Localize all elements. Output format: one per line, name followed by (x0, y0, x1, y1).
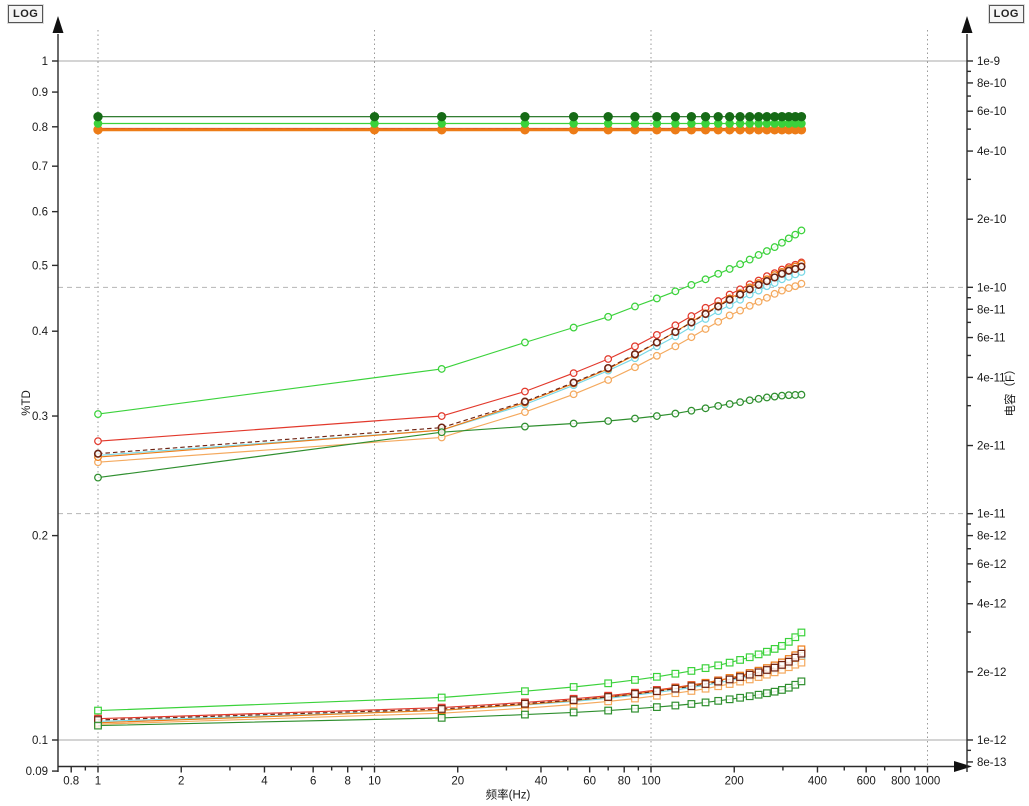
svg-text:2e-11: 2e-11 (977, 441, 1006, 453)
y-axis-right: 1e-9 8e-10 6e-10 4e-10 2e-10 1e-10 8e-11 6e-11 4… (961, 16, 1017, 772)
svg-text:40: 40 (535, 776, 548, 788)
svg-text:2e-12: 2e-12 (977, 667, 1006, 679)
svg-text:0.9: 0.9 (32, 87, 48, 99)
svg-text:1e-9: 1e-9 (977, 56, 1000, 68)
svg-text:1e-11: 1e-11 (977, 509, 1006, 521)
svg-text:200: 200 (725, 776, 744, 788)
gridlines (58, 30, 967, 767)
svg-text:100: 100 (641, 776, 660, 788)
svg-text:4e-11: 4e-11 (977, 372, 1006, 384)
svg-text:0.7: 0.7 (32, 161, 48, 173)
svg-text:8e-10: 8e-10 (977, 78, 1006, 90)
x-axis: 0.8 1 2 4 6 8 10 20 40 60 80 100 200 400 600 800 1000 频率(… (58, 761, 972, 802)
series-middle-circles-cyan (94, 268, 806, 460)
svg-text:6e-10: 6e-10 (977, 106, 1006, 118)
series-middle-circles-orange (94, 259, 806, 462)
svg-text:10: 10 (368, 776, 381, 788)
svg-text:8e-11: 8e-11 (977, 304, 1006, 316)
svg-text:6e-11: 6e-11 (977, 333, 1006, 345)
svg-text:6e-12: 6e-12 (977, 559, 1006, 571)
svg-text:1000: 1000 (915, 776, 941, 788)
svg-text:0.4: 0.4 (32, 326, 49, 338)
series-top-flat-dots-light-green (93, 119, 806, 128)
svg-text:2e-10: 2e-10 (977, 214, 1006, 226)
svg-text:电容（F）: 电容（F） (1003, 363, 1017, 416)
svg-text:0.8: 0.8 (32, 122, 48, 134)
svg-text:0.8: 0.8 (63, 776, 79, 788)
svg-text:20: 20 (451, 776, 464, 788)
svg-text:4e-12: 4e-12 (977, 599, 1006, 611)
svg-text:%TD: %TD (21, 390, 33, 416)
svg-text:8e-13: 8e-13 (977, 757, 1006, 769)
svg-text:80: 80 (618, 776, 631, 788)
svg-text:800: 800 (891, 776, 910, 788)
svg-text:0.2: 0.2 (32, 531, 48, 543)
svg-text:2: 2 (178, 776, 184, 788)
svg-text:4: 4 (261, 776, 268, 788)
series-middle-circles-dark-green (94, 390, 806, 482)
svg-text:8: 8 (345, 776, 351, 788)
log-scale-badge-right[interactable]: LOG (988, 5, 1024, 23)
series-bottom-squares-cyan (94, 652, 806, 726)
series-bottom-squares-light-green (94, 628, 806, 715)
series-bottom-squares-dark-green (94, 677, 806, 730)
svg-text:0.5: 0.5 (32, 260, 48, 272)
svg-text:4e-10: 4e-10 (977, 146, 1006, 158)
svg-text:1e-12: 1e-12 (977, 735, 1006, 747)
series-top-flat-dots-orange (93, 125, 807, 135)
svg-text:频率(Hz): 频率(Hz) (486, 788, 531, 802)
svg-text:0.6: 0.6 (32, 207, 48, 219)
series-top-flat-dots-dark-green (93, 111, 807, 122)
svg-text:6: 6 (310, 776, 316, 788)
svg-text:0.09: 0.09 (26, 766, 48, 778)
series-bottom-squares-dark-red (94, 649, 806, 724)
svg-text:400: 400 (808, 776, 827, 788)
svg-text:8e-12: 8e-12 (977, 531, 1006, 543)
series-middle-circles-light-orange (94, 279, 806, 467)
svg-text:1: 1 (42, 56, 48, 68)
svg-text:60: 60 (583, 776, 596, 788)
svg-text:1: 1 (95, 776, 101, 788)
svg-text:600: 600 (857, 776, 876, 788)
svg-text:0.1: 0.1 (32, 735, 48, 747)
log-scale-badge-left[interactable]: LOG (8, 5, 44, 23)
svg-text:1e-10: 1e-10 (977, 282, 1006, 294)
svg-text:0.3: 0.3 (32, 411, 48, 423)
plot-series (93, 111, 807, 730)
y-axis-left: 1 0.9 0.8 0.7 0.6 0.5 0.4 0.3 0.2 0.1 0.09 %TD (21, 16, 64, 778)
series-middle-circles-dark-red (93, 262, 806, 458)
series-middle-circles-light-green (94, 226, 806, 419)
